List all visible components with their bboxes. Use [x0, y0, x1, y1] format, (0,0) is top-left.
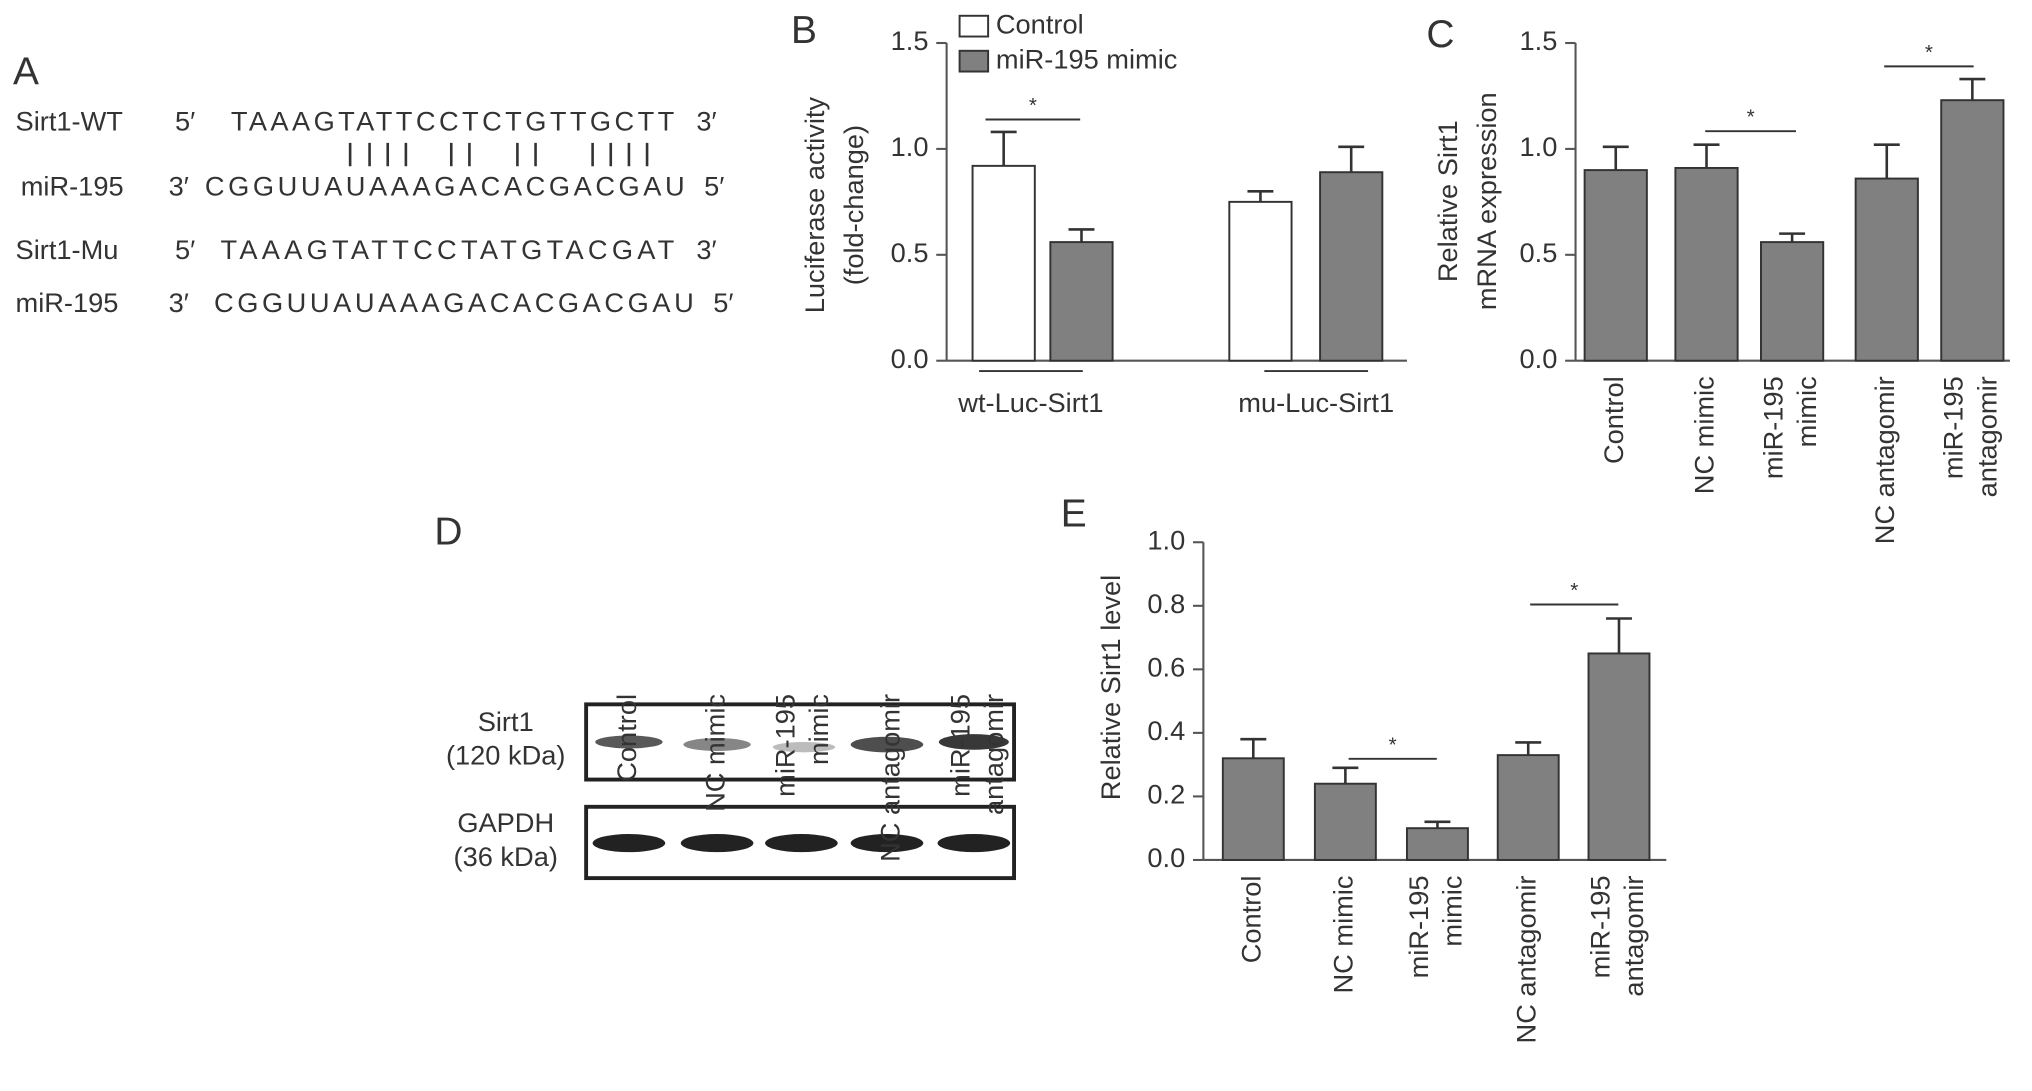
x-tick-label: NC mimic	[1689, 376, 1720, 494]
seq-name: Sirt1-Mu	[16, 234, 119, 265]
seq-end: 5′	[175, 234, 195, 265]
x-tick-label: mimic	[1791, 376, 1822, 447]
x-tick-label: miR-195	[1403, 876, 1434, 979]
pairing-marks	[348, 142, 649, 167]
seq-name: miR-195	[16, 287, 119, 318]
sequence: TAAAGTATTCCTATGTACGAT	[220, 234, 674, 265]
x-tick-label: mimic	[1436, 876, 1467, 947]
bar	[1049, 241, 1114, 362]
seq-end: 3′	[169, 170, 189, 201]
bar	[1674, 167, 1739, 362]
significance-label: *	[1389, 733, 1397, 756]
significance-label: *	[1570, 579, 1578, 602]
lane-label: Control	[611, 694, 642, 782]
x-tick-label: miR-195	[1938, 376, 1969, 479]
lane-label: mimic	[803, 694, 834, 765]
sequence: CGGUUAUAAAGACACGACGAU	[205, 170, 685, 201]
y-tick-label: 1.0	[891, 131, 929, 162]
y-tick-label: 1.5	[1520, 25, 1558, 56]
lane-label: NC antagomir	[874, 694, 905, 862]
significance-label: *	[1029, 94, 1037, 117]
y-tick-label: 0.8	[1147, 588, 1185, 619]
y-axis-label: Relative Sirt1	[1432, 120, 1463, 282]
x-tick-label: miR-195	[1757, 376, 1788, 479]
significance-label: *	[1747, 106, 1755, 129]
bar	[1228, 200, 1293, 362]
y-tick-label: 0.0	[1520, 343, 1558, 374]
y-tick-label: 1.0	[1520, 131, 1558, 162]
sequence: TAAAGTATTCCTCTGTTGCTT	[231, 106, 674, 137]
bar	[1587, 652, 1651, 861]
y-tick-label: 0.2	[1147, 779, 1185, 810]
bar	[971, 164, 1036, 362]
significance-label: *	[1925, 41, 1933, 64]
sequence: CGGUUAUAAAGACACGACGAU	[214, 287, 694, 318]
panel-label: B	[791, 9, 817, 52]
seq-end: 3′	[696, 106, 716, 137]
seq-end: 5′	[704, 170, 724, 201]
y-axis-label: Luciferase activity	[799, 97, 830, 314]
legend-swatch	[958, 14, 990, 38]
bar	[1854, 177, 1919, 362]
bar	[1221, 757, 1285, 861]
y-tick-label: 1.0	[1147, 524, 1185, 555]
x-tick-label: NC antagomir	[1869, 376, 1900, 544]
legend-label: miR-195 mimic	[996, 43, 1177, 74]
y-tick-label: 0.6	[1147, 652, 1185, 683]
lane-label: antagomir	[978, 694, 1009, 815]
band-name: Sirt1	[478, 706, 534, 737]
x-tick-label: Control	[1235, 876, 1266, 964]
bar	[1319, 171, 1384, 362]
legend-swatch	[958, 49, 990, 73]
bar	[1583, 169, 1648, 362]
y-tick-label: 0.4	[1147, 715, 1185, 746]
bar	[1496, 754, 1560, 861]
x-tick-label: NC mimic	[1328, 876, 1359, 994]
seq-name: Sirt1-WT	[16, 106, 123, 137]
x-tick-label: wt-Luc-Sirt1	[957, 387, 1103, 418]
band-size: (120 kDa)	[446, 740, 566, 771]
legend-label: Control	[996, 8, 1084, 39]
panel-label: E	[1061, 493, 1087, 536]
y-axis-label: Relative Sirt1 level	[1095, 575, 1126, 800]
y-tick-label: 0.5	[1520, 237, 1558, 268]
panel-label: D	[434, 511, 462, 554]
seq-end: 3′	[696, 234, 716, 265]
seq-end: 5′	[713, 287, 733, 318]
panel-label: C	[1426, 13, 1454, 56]
bar	[1760, 241, 1825, 362]
bar	[1405, 827, 1469, 861]
y-axis-label: (fold-change)	[838, 125, 869, 285]
x-tick-label: NC antagomir	[1510, 876, 1541, 1044]
y-tick-label: 0.5	[891, 237, 929, 268]
band-size: (36 kDa)	[454, 841, 558, 872]
x-tick-label: Control	[1598, 376, 1629, 464]
seq-end: 3′	[169, 287, 189, 318]
panel-label: A	[13, 50, 39, 93]
x-tick-label: miR-195	[1584, 876, 1615, 979]
x-tick-label: mu-Luc-Sirt1	[1238, 387, 1394, 418]
y-tick-label: 0.0	[1147, 842, 1185, 873]
y-axis-label: mRNA expression	[1471, 92, 1502, 310]
y-tick-label: 0.0	[891, 343, 929, 374]
blot	[584, 702, 1016, 881]
seq-name: miR-195	[21, 170, 124, 201]
lane-label: miR-195	[769, 694, 800, 797]
x-tick-label: antagomir	[1971, 376, 2002, 497]
bar	[1313, 782, 1377, 861]
lane-label: miR-195	[944, 694, 975, 797]
bar	[1940, 99, 2005, 362]
y-tick-label: 1.5	[891, 25, 929, 56]
lane-label: NC mimic	[699, 694, 730, 812]
seq-end: 5′	[175, 106, 195, 137]
band-name: GAPDH	[457, 807, 554, 838]
x-tick-label: antagomir	[1618, 876, 1649, 997]
